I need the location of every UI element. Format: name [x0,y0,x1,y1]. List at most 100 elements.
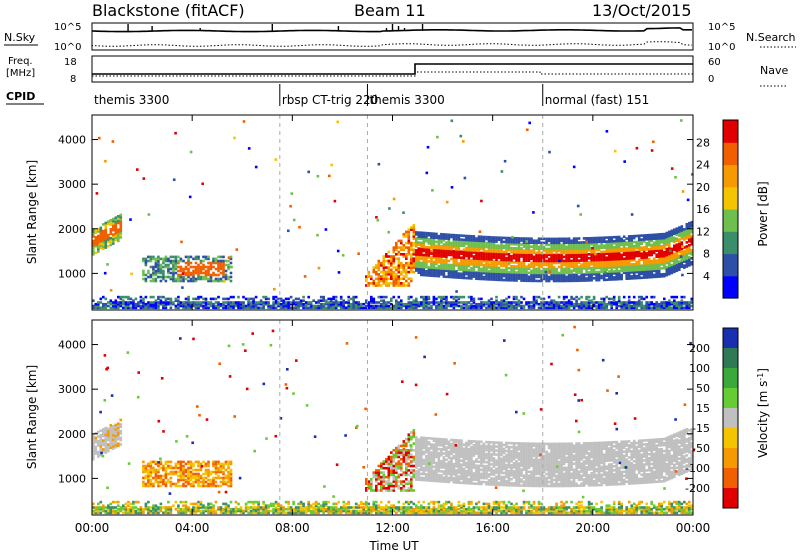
heatmap-cell [550,243,553,247]
freq-label-line1: Freq. [8,56,33,67]
heatmap-cell [472,269,476,272]
heatmap-cell [587,239,591,242]
heatmap-cell [97,455,100,458]
heatmap-cell [515,277,518,280]
heatmap-cell [402,253,406,256]
heatmap-cell [387,304,391,308]
heatmap-cell [680,229,684,232]
heatmap-cell [567,302,571,306]
heatmap-cell [632,262,636,266]
heatmap-cell [467,252,471,256]
heatmap-cell [430,272,433,275]
heatmap-cell [259,302,263,306]
heatmap-cell [683,234,686,237]
heatmap-cell [219,261,223,265]
heatmap-cell [132,506,135,509]
heatmap-cell [159,476,163,480]
heatmap-cell [184,265,188,269]
colorbar-tick-label: 8 [703,248,710,261]
heatmap-cell [142,302,145,306]
heatmap-cell [445,265,448,268]
heatmap-cell [487,250,491,253]
heatmap-cell [382,257,386,260]
heatmap-cell [415,253,418,256]
heatmap-cell [620,275,623,279]
heatmap-cell [615,304,618,308]
heatmap-cell [590,271,593,274]
heatmap-cell [522,261,526,264]
heatmap-cell [112,226,115,230]
heatmap-cell [457,301,461,304]
heatmap-cell [447,245,451,249]
heatmap-cell [542,245,546,249]
heatmap-cell [605,236,608,239]
heatmap-cell [663,302,666,306]
heatmap-cell [570,301,573,304]
heatmap-cell [117,239,120,243]
heatmap-cell [690,299,694,302]
heatmap-cell [657,275,661,278]
heatmap-cell [595,260,598,264]
heatmap-cell [204,464,208,468]
heatmap-cell [214,261,218,265]
heatmap-cell [435,266,438,270]
heatmap-cell [154,299,158,302]
heatmap-cell [189,302,193,306]
heatmap-cell [482,277,486,281]
heatmap-cell [502,256,506,260]
heatmap-cell [642,236,646,239]
heatmap-cell [382,261,386,265]
heatmap-cell [392,248,396,252]
heatmap-cell [347,511,350,515]
heatmap-cell [500,299,503,302]
heatmap-cell [432,238,436,241]
heatmap-cell [500,244,503,248]
heatmap-cell [645,266,648,269]
heatmap-cell [395,299,398,302]
heatmap-cell [542,261,546,265]
heatmap-cell [224,301,228,304]
heatmap-cell [545,279,548,283]
heatmap-cell [612,246,616,249]
heatmap-cell [652,302,656,306]
heatmap-cell [580,267,583,270]
heatmap-cell [204,299,208,302]
heatmap-cell [650,253,653,257]
heatmap-cell [157,261,160,265]
heatmap-cell [612,256,616,259]
heatmap-cell [470,253,473,256]
heatmap-cell [635,302,638,306]
heatmap-cell [400,246,403,249]
heatmap-cell [372,279,376,283]
heatmap-cell [647,263,651,267]
heatmap-cell [547,263,551,267]
heatmap-cell [217,484,220,488]
heatmap-cell [322,506,325,509]
heatmap-cell [425,266,428,269]
heatmap-cell [670,255,674,259]
heatmap-cell [252,502,255,506]
heatmap-cell [209,261,213,265]
heatmap-cell [162,478,165,482]
heatmap-cell [612,270,616,273]
heatmap-cell [172,273,175,277]
heatmap-cell [154,259,158,263]
heatmap-cell [154,506,158,509]
heatmap-cell [309,504,313,507]
heatmap-cell [117,500,120,504]
heatmap-cell [392,304,396,308]
heatmap-cell [673,230,676,234]
heatmap-cell [680,301,684,304]
heatmap-cell [470,275,473,278]
heatmap-cell [678,226,681,229]
colorbar-swatch [723,142,738,166]
heatmap-cell [688,302,691,306]
heatmap-cell [312,509,315,513]
heatmap-cell [637,238,641,242]
heatmap-cell [114,500,118,504]
heatmap-cell [299,299,303,302]
heatmap-cell [507,272,511,276]
heatmap-cell [650,267,653,271]
heatmap-cell [410,277,413,281]
heatmap-cell [690,220,694,224]
